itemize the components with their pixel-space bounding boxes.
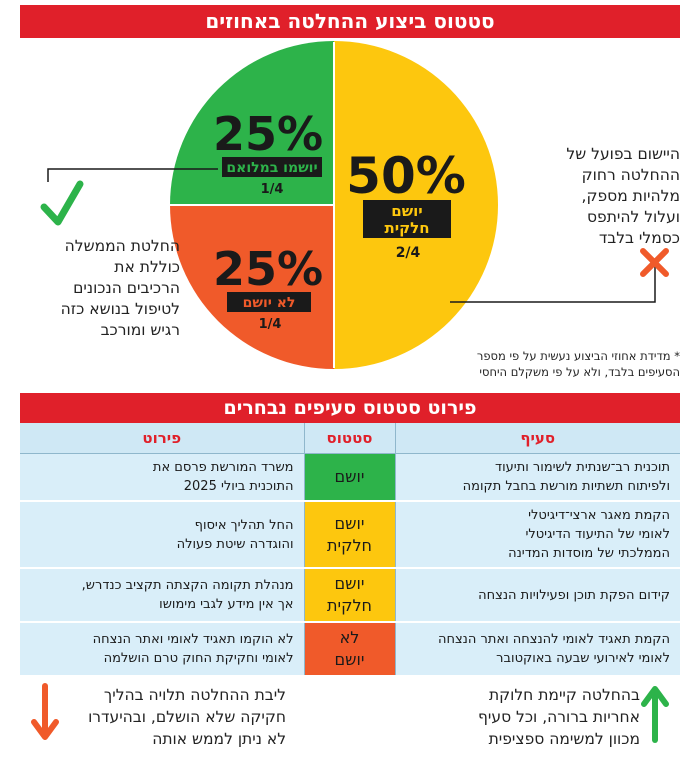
item-cell: הקמת מאגר ארצי־דיגיטלי לאומי של התיעוד ה… xyxy=(394,501,680,569)
slice-label-full: יושמו במלואם xyxy=(226,160,317,176)
details-cell: החל תהליך איסוף והוגדרה שיטת פעולה xyxy=(20,501,304,569)
pie-chart: 50% יושם חלקית 2/4 25% יושמו במלואם 1/4 … xyxy=(40,41,669,369)
percent-label-not: 25% xyxy=(213,242,323,296)
header-item: סעיף xyxy=(394,423,680,454)
fraction-label-full: 1/4 xyxy=(261,182,284,197)
fraction-label-not: 1/4 xyxy=(259,317,282,332)
status-cell: יושם חלקית xyxy=(303,568,395,623)
table-row: קידום הפקת תוכן ופעילויות הנצחה יושם חלק… xyxy=(20,568,680,623)
arrow-up-icon xyxy=(641,686,669,743)
status-box-partial xyxy=(363,200,451,238)
slice-label-not: לא יושם xyxy=(243,295,296,311)
table-row: הקמת מאגר ארצי־דיגיטלי לאומי של התיעוד ה… xyxy=(20,501,680,569)
section-title: פירוט סטטוס סעיפים נבחרים xyxy=(20,393,680,423)
table-row: תוכנית רב־שנתית לשימור ותיעוד ולפיתוח תש… xyxy=(20,453,680,502)
header-status: סטטוס xyxy=(303,423,395,454)
item-cell: הקמת תאגיד לאומי להנצחה ואתר הנצחה לאומי… xyxy=(394,622,680,677)
header-details: פירוט xyxy=(20,423,304,454)
x-icon xyxy=(640,248,669,277)
pie-slice-not-implemented xyxy=(170,205,334,369)
status-cell: יושם xyxy=(303,453,395,502)
details-cell: לא הוקמו תאגיד לאומי ואתר הנצחה לאומי וח… xyxy=(20,622,304,677)
percent-label-full: 25% xyxy=(213,107,323,161)
chart-title: סטטוס ביצוע ההחלטה באחוזים xyxy=(20,5,680,38)
table-row: הקמת תאגיד לאומי להנצחה ואתר הנצחה לאומי… xyxy=(20,622,680,677)
arrow-down-icon xyxy=(31,683,59,740)
fraction-label-partial: 2/4 xyxy=(396,245,421,261)
bottom-right-text: בהחלטה קיימת חלוקת אחריות ברורה, וכל סעי… xyxy=(477,686,640,748)
status-cell: לא יושם xyxy=(303,622,395,677)
footnote: * מדידת אחוזי הביצוע נעשית על פי מספר הס… xyxy=(476,349,680,379)
details-cell: משרד המורשת פרסם את התוכנית ביולי 2025 xyxy=(20,453,304,502)
table-header-row: סעיף סטטוס פירוט xyxy=(20,423,680,454)
percent-label-partial: 50% xyxy=(346,147,466,205)
status-cell: יושם חלקית xyxy=(303,501,395,569)
callout-right: היישום בפועל של ההחלטה רחוק מלהיות מספק,… xyxy=(566,145,680,247)
bottom-left-text: ליבת ההחלטה תלויה בהליך חקיקה שלא הושלם,… xyxy=(88,686,286,748)
status-table: סעיף סטטוס פירוט תוכנית רב־שנתית לשימור … xyxy=(20,423,680,677)
leader-line-right xyxy=(450,260,656,303)
callout-left: החלטת הממשלה כוללת את הרכיבים הנכונים לט… xyxy=(60,237,180,339)
status-box-not xyxy=(227,292,311,312)
item-cell: תוכנית רב־שנתית לשימור ותיעוד ולפיתוח תש… xyxy=(394,453,680,502)
item-cell: קידום הפקת תוכן ופעילויות הנצחה xyxy=(394,568,680,623)
details-cell: מנהלת תקומה הקצתה תקציב כנדרש, אך אין מי… xyxy=(20,568,304,623)
check-icon xyxy=(40,180,84,226)
status-box-full xyxy=(222,157,322,177)
slice-label-partial-line1: יושם xyxy=(391,202,422,220)
leader-line-left xyxy=(47,168,218,182)
slice-label-partial-line2: חלקית xyxy=(384,219,429,237)
